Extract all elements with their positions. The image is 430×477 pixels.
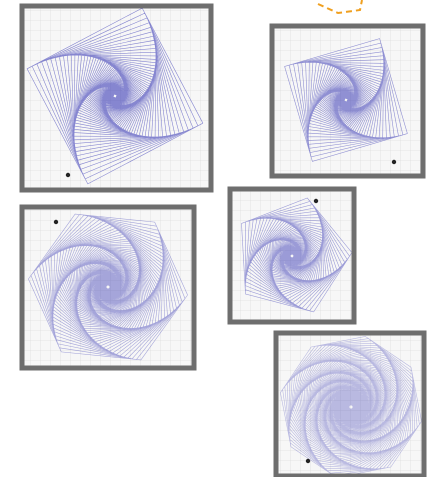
marker-dot [392,160,396,164]
marker-dot [306,459,310,463]
marker-dot [54,220,58,224]
image-thumbnail[interactable] [272,26,423,176]
marker-dot [314,199,318,203]
image-thumbnail[interactable] [22,6,211,190]
image-thumbnail[interactable] [22,207,194,368]
page: {} (() => { const svg = document.getElem… [0,0,430,477]
image-thumbnail[interactable] [276,333,424,477]
marker-dot [66,173,70,177]
image-thumbnail[interactable] [230,189,354,322]
dashed-shape [318,0,362,13]
screenshot [0,0,430,477]
